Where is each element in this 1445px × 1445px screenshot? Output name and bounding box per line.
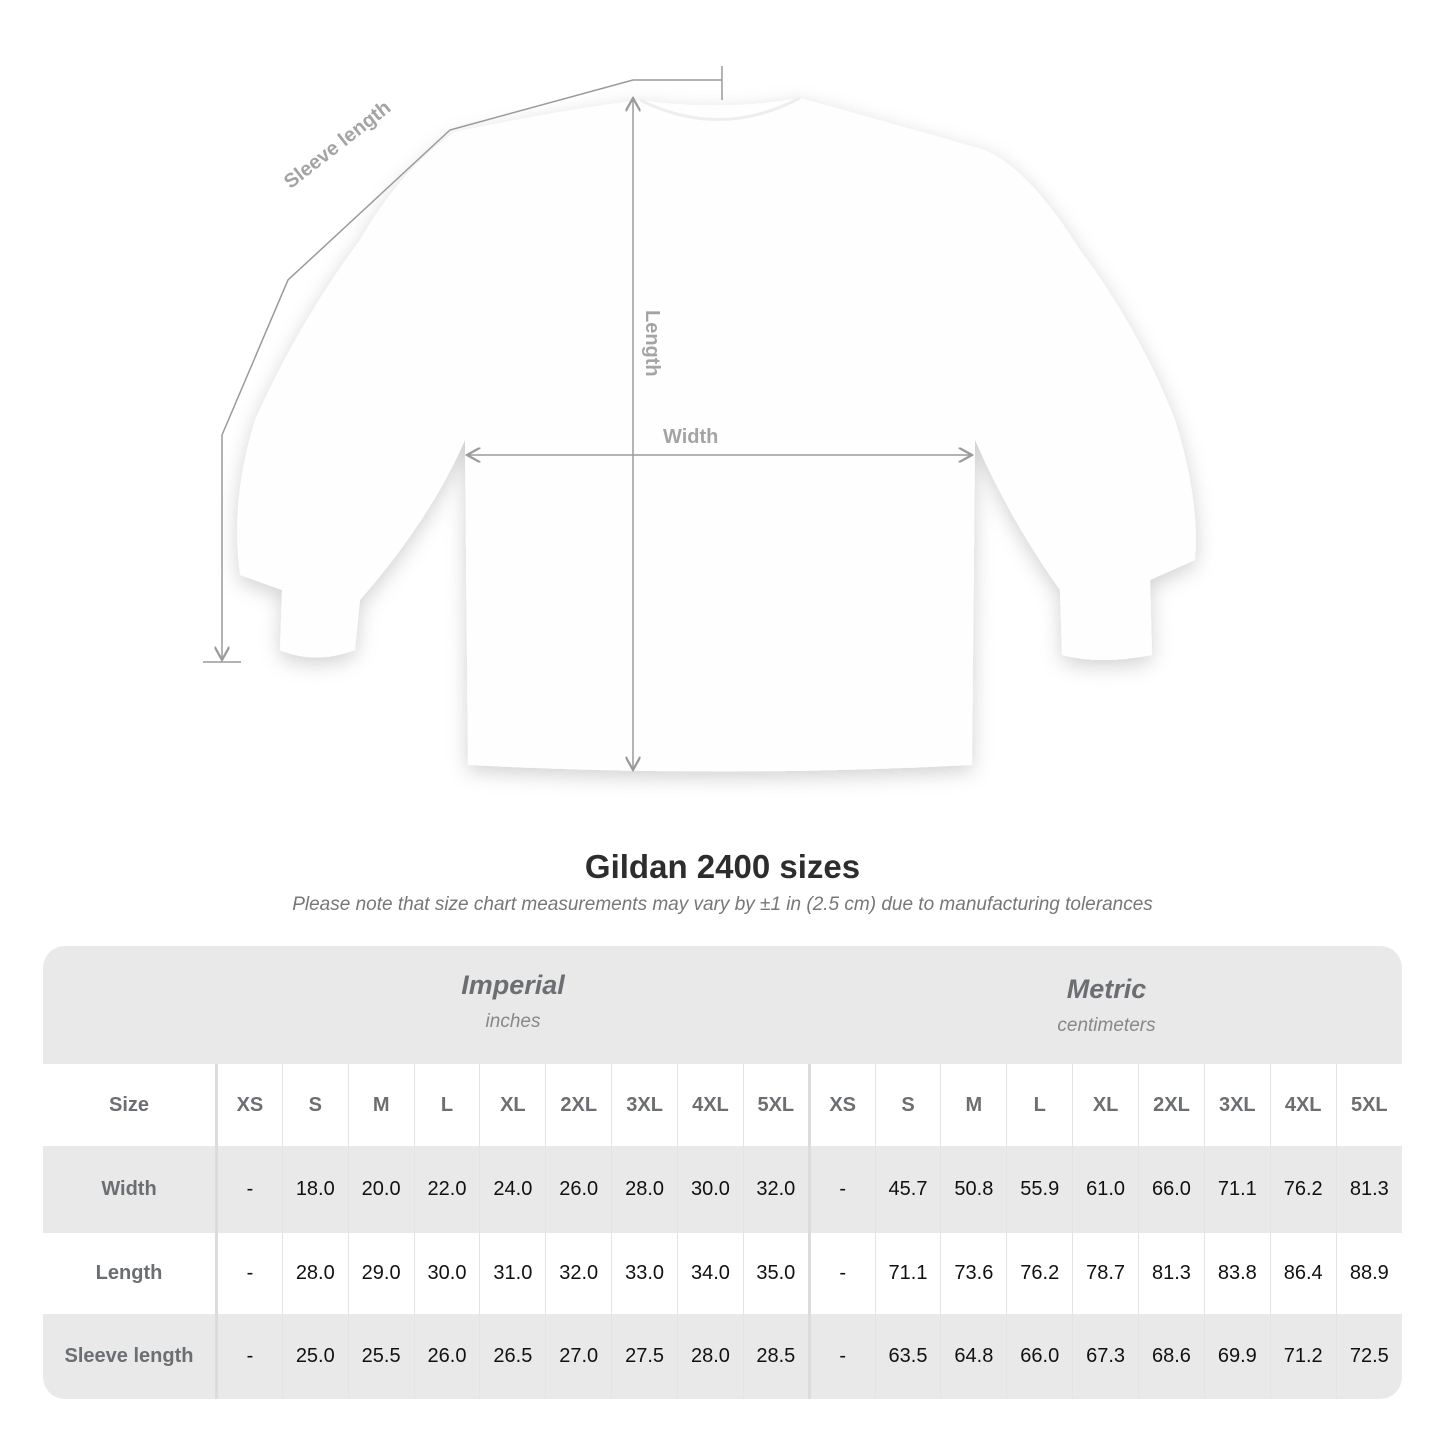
size-header-imperial: 5XL: [742, 1064, 810, 1146]
table-row: Sleeve length -25.0 25.5 26.0 26.5 27.0 27.5 28…: [43, 1314, 1402, 1399]
sleeve-measure-line: [222, 79, 722, 660]
metric-value: 66.0: [1138, 1146, 1205, 1233]
imperial-value: 26.0: [545, 1146, 612, 1233]
metric-value: 78.7: [1072, 1233, 1139, 1314]
imperial-value: 27.5: [611, 1314, 678, 1399]
size-label: Size: [43, 1064, 218, 1146]
page-title: Gildan 2400 sizes: [584, 848, 861, 885]
imperial-value: -: [216, 1146, 283, 1233]
metric-value: 81.3: [1138, 1233, 1205, 1314]
size-header-imperial: XS: [216, 1064, 283, 1146]
imperial-value: 32.0: [545, 1233, 612, 1314]
table-row: Width -18.0 20.0 22.0 24.0 26.0 28.0 30.0 32.0-4…: [43, 1146, 1402, 1233]
metric-value: 63.5: [874, 1314, 941, 1399]
imperial-value: 30.0: [413, 1233, 480, 1314]
size-header-imperial: L: [413, 1064, 480, 1146]
imperial-header: Imperial inches: [215, 970, 811, 1033]
imperial-value: 27.0: [545, 1314, 612, 1399]
length-label: Length: [641, 310, 663, 377]
metric-value: 66.0: [1006, 1314, 1073, 1399]
size-header-metric: 4XL: [1269, 1064, 1337, 1146]
table-row: Length -28.0 29.0 30.0 31.0 32.0 33.0 34.0 35.0-…: [43, 1233, 1402, 1314]
imperial-value: 29.0: [347, 1233, 415, 1314]
size-header-metric: 2XL: [1138, 1064, 1205, 1146]
size-header-imperial: XL: [479, 1064, 546, 1146]
size-table-card: Imperial inches Metric centimeters Size X…: [43, 946, 1402, 1399]
shirt-shape: [237, 98, 1196, 772]
metric-value: 76.2: [1269, 1146, 1337, 1233]
imperial-value: 28.0: [677, 1314, 744, 1399]
width-label: Width: [663, 426, 719, 448]
imperial-value: 26.0: [413, 1314, 480, 1399]
size-header-metric: XS: [807, 1064, 876, 1146]
row-label: Sleeve length: [43, 1314, 218, 1399]
metric-value: 50.8: [940, 1146, 1007, 1233]
size-header-imperial: 4XL: [677, 1064, 744, 1146]
imperial-value: 33.0: [611, 1233, 678, 1314]
unit-header-band: [43, 946, 1402, 1064]
size-table: Size XS S M L XL 2XL 3XL 4XL 5XL XS S M L XL 2XL 3XL 4XL 5…: [43, 1064, 1402, 1399]
metric-value: 55.9: [1006, 1146, 1073, 1233]
size-header-imperial: 3XL: [611, 1064, 678, 1146]
imperial-value: 22.0: [413, 1146, 480, 1233]
imperial-value: 34.0: [677, 1233, 744, 1314]
metric-value: -: [807, 1146, 876, 1233]
metric-value: 67.3: [1072, 1314, 1139, 1399]
metric-value: 68.6: [1138, 1314, 1205, 1399]
size-header-imperial: 2XL: [545, 1064, 612, 1146]
imperial-value: 28.0: [611, 1146, 678, 1233]
size-header-row: Size XS S M L XL 2XL 3XL 4XL 5XL XS S M L XL 2XL 3XL 4XL 5…: [43, 1064, 1402, 1146]
imperial-value: 31.0: [479, 1233, 546, 1314]
metric-value: 83.8: [1203, 1233, 1271, 1314]
metric-value: 69.9: [1203, 1314, 1271, 1399]
size-header-metric: L: [1006, 1064, 1073, 1146]
metric-value: 61.0: [1072, 1146, 1139, 1233]
metric-title: Metric: [1066, 974, 1147, 1004]
metric-value: 76.2: [1006, 1233, 1073, 1314]
metric-value: 71.2: [1269, 1314, 1337, 1399]
metric-value: 72.5: [1335, 1314, 1402, 1399]
size-header-imperial: S: [281, 1064, 349, 1146]
size-header-metric: S: [874, 1064, 941, 1146]
imperial-value: 28.0: [281, 1233, 349, 1314]
imperial-title: Imperial: [461, 970, 565, 1000]
imperial-value: 30.0: [677, 1146, 744, 1233]
metric-unit: centimeters: [1057, 1015, 1156, 1036]
imperial-value: -: [216, 1314, 283, 1399]
imperial-value: -: [216, 1233, 283, 1314]
imperial-value: 32.0: [742, 1146, 810, 1233]
imperial-value: 25.5: [347, 1314, 415, 1399]
metric-value: 45.7: [874, 1146, 941, 1233]
row-label: Width: [43, 1146, 218, 1233]
size-header-metric: M: [940, 1064, 1007, 1146]
size-header-metric: XL: [1072, 1064, 1139, 1146]
tolerance-note: Please note that size chart measurements…: [292, 894, 1153, 915]
metric-value: -: [807, 1314, 876, 1399]
metric-value: -: [807, 1233, 876, 1314]
metric-header: Metric centimeters: [811, 974, 1402, 1037]
size-header-metric: 3XL: [1203, 1064, 1271, 1146]
shirt-diagram: [203, 66, 1196, 772]
imperial-value: 35.0: [742, 1233, 810, 1314]
imperial-value: 26.5: [479, 1314, 546, 1399]
imperial-value: 28.5: [742, 1314, 810, 1399]
metric-value: 81.3: [1335, 1146, 1402, 1233]
size-header-metric: 5XL: [1335, 1064, 1402, 1146]
metric-value: 86.4: [1269, 1233, 1337, 1314]
metric-value: 73.6: [940, 1233, 1007, 1314]
metric-value: 64.8: [940, 1314, 1007, 1399]
imperial-value: 24.0: [479, 1146, 546, 1233]
metric-value: 71.1: [874, 1233, 941, 1314]
imperial-value: 25.0: [281, 1314, 349, 1399]
imperial-value: 18.0: [281, 1146, 349, 1233]
metric-value: 71.1: [1203, 1146, 1271, 1233]
row-label: Length: [43, 1233, 218, 1314]
imperial-unit: inches: [485, 1011, 541, 1032]
size-header-imperial: M: [347, 1064, 415, 1146]
imperial-value: 20.0: [347, 1146, 415, 1233]
measure-lines: [203, 66, 972, 770]
metric-value: 88.9: [1335, 1233, 1402, 1314]
